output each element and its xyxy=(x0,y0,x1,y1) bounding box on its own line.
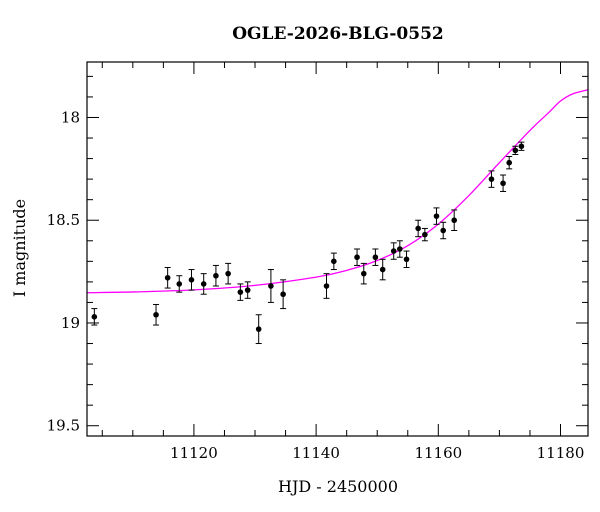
data-point-marker xyxy=(360,270,367,277)
data-point-marker xyxy=(225,270,231,277)
data-point-marker xyxy=(506,159,512,166)
data-point xyxy=(360,262,367,285)
data-point xyxy=(323,273,330,299)
data-point xyxy=(415,219,422,238)
data-point-marker xyxy=(397,246,403,252)
data-point xyxy=(225,262,232,285)
data-point-marker xyxy=(440,227,446,234)
data-point xyxy=(512,145,519,155)
data-point-marker xyxy=(280,291,286,298)
data-point xyxy=(488,170,495,188)
data-point xyxy=(176,275,183,293)
data-point-marker xyxy=(500,180,506,187)
x-tick-label: 11140 xyxy=(292,444,340,462)
data-point xyxy=(421,227,428,242)
data-point xyxy=(396,240,403,258)
data-point xyxy=(379,258,386,281)
chart-title: OGLE-2026-BLG-0552 xyxy=(232,24,444,44)
x-tick-label: 11180 xyxy=(537,444,585,462)
x-axis-label: HJD - 2450000 xyxy=(278,477,398,496)
plot-area xyxy=(86,89,589,345)
data-point xyxy=(451,209,458,232)
x-tick-label: 11160 xyxy=(414,444,462,462)
data-point xyxy=(372,248,379,266)
data-point xyxy=(330,252,337,271)
data-point-marker xyxy=(268,283,274,289)
data-point xyxy=(91,308,98,326)
x-tick-label: 11120 xyxy=(170,444,218,462)
data-point-marker xyxy=(164,274,171,281)
data-point xyxy=(440,221,447,240)
data-point-marker xyxy=(433,213,440,219)
data-point xyxy=(433,207,440,225)
data-point xyxy=(506,156,513,170)
y-axis-label: I magnitude xyxy=(10,199,29,297)
data-point xyxy=(153,303,160,326)
data-point xyxy=(500,174,507,192)
data-point-marker xyxy=(331,258,337,265)
y-tick-label: 18 xyxy=(61,108,80,126)
plot-frame xyxy=(86,61,589,437)
data-point xyxy=(164,266,171,289)
data-point-marker xyxy=(153,311,159,318)
y-tick-label: 18.5 xyxy=(47,211,80,229)
data-point xyxy=(518,141,525,151)
data-point xyxy=(255,314,262,345)
data-point xyxy=(244,281,251,299)
data-point-marker xyxy=(91,314,98,320)
data-point-marker xyxy=(379,266,386,273)
data-point-marker xyxy=(323,283,330,289)
data-point xyxy=(200,273,207,295)
data-point xyxy=(403,250,410,268)
data-point-marker xyxy=(403,256,410,263)
model-curve xyxy=(86,89,589,294)
data-point xyxy=(280,279,287,310)
data-point-marker xyxy=(354,254,360,261)
data-point xyxy=(354,248,361,266)
data-point-marker xyxy=(188,277,195,283)
data-point-marker xyxy=(415,225,421,232)
data-point xyxy=(237,283,244,301)
data-point-marker xyxy=(451,217,457,224)
data-point-marker xyxy=(422,231,428,238)
axis-ticks xyxy=(87,62,588,436)
data-point-marker xyxy=(213,272,219,279)
y-tick-label: 19 xyxy=(61,314,80,332)
data-point xyxy=(390,242,397,260)
data-point-marker xyxy=(200,281,207,287)
data-point-marker xyxy=(488,176,495,182)
data-point-marker xyxy=(244,287,251,293)
y-tick-label: 19.5 xyxy=(47,417,80,435)
data-point xyxy=(267,269,274,303)
data-point-marker xyxy=(237,289,244,295)
data-point-marker xyxy=(255,326,262,332)
data-point xyxy=(212,264,219,287)
data-point-marker xyxy=(518,143,525,150)
data-point-marker xyxy=(512,147,519,154)
data-point-marker xyxy=(390,248,397,254)
data-point xyxy=(188,269,195,291)
tick-labels: 11120 11140 11160 11180 18 18.5 19 19.5 xyxy=(47,108,585,462)
data-point-marker xyxy=(372,254,379,261)
data-point-marker xyxy=(176,281,183,287)
